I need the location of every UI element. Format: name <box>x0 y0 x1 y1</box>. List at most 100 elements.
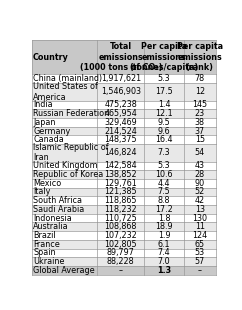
Text: 102,805: 102,805 <box>105 240 137 249</box>
Text: 43: 43 <box>195 161 205 171</box>
Text: 42: 42 <box>195 196 205 205</box>
Bar <box>32 127 216 135</box>
Text: 37: 37 <box>195 126 205 135</box>
Bar <box>32 257 216 266</box>
Text: 138,852: 138,852 <box>105 170 137 179</box>
Text: 11: 11 <box>195 222 205 231</box>
Text: 5.3: 5.3 <box>158 161 170 171</box>
Text: China (mainland): China (mainland) <box>33 74 102 83</box>
Text: 1.9: 1.9 <box>158 231 170 240</box>
Text: 7.4: 7.4 <box>158 248 170 257</box>
Text: Country: Country <box>33 52 69 61</box>
Text: 15: 15 <box>195 135 205 144</box>
Text: 78: 78 <box>195 74 205 83</box>
Bar <box>32 266 216 275</box>
Text: 118,865: 118,865 <box>105 196 137 205</box>
Text: 18.9: 18.9 <box>155 222 173 231</box>
Text: 1.3: 1.3 <box>157 266 171 275</box>
Text: Canada: Canada <box>33 135 64 144</box>
Text: India: India <box>33 100 53 109</box>
Text: 9.6: 9.6 <box>158 126 170 135</box>
Text: 7.5: 7.5 <box>158 188 170 197</box>
Text: 214,524: 214,524 <box>105 126 137 135</box>
Text: South Africa: South Africa <box>33 196 82 205</box>
Text: 52: 52 <box>195 188 205 197</box>
Bar <box>32 214 216 223</box>
Bar <box>32 223 216 231</box>
Text: Brazil: Brazil <box>33 231 56 240</box>
Text: 142,584: 142,584 <box>105 161 137 171</box>
Text: Ukraine: Ukraine <box>33 257 65 266</box>
Bar <box>32 188 216 196</box>
Bar <box>32 249 216 257</box>
Text: Spain: Spain <box>33 248 56 257</box>
Text: 5.3: 5.3 <box>158 74 170 83</box>
Text: 9.5: 9.5 <box>158 118 170 127</box>
Text: 4.4: 4.4 <box>158 179 170 188</box>
Text: 57: 57 <box>195 257 205 266</box>
Text: 53: 53 <box>195 248 205 257</box>
Text: 121,385: 121,385 <box>105 188 137 197</box>
Text: 38: 38 <box>195 118 205 127</box>
Bar <box>32 83 216 100</box>
Bar <box>32 196 216 205</box>
Text: United Kingdom: United Kingdom <box>33 161 98 171</box>
Text: 6.1: 6.1 <box>158 240 170 249</box>
Text: 17.2: 17.2 <box>155 205 173 214</box>
Text: Russian Federation: Russian Federation <box>33 109 109 118</box>
Text: Per capita
emissions
(rank): Per capita emissions (rank) <box>177 42 223 72</box>
Bar <box>32 40 216 74</box>
Text: 329,469: 329,469 <box>105 118 137 127</box>
Text: –: – <box>119 266 123 275</box>
Text: 130: 130 <box>192 214 207 223</box>
Text: 124: 124 <box>192 231 207 240</box>
Text: 1,546,903: 1,546,903 <box>101 87 141 96</box>
Bar <box>32 135 216 144</box>
Text: 1.4: 1.4 <box>158 100 170 109</box>
Bar <box>32 231 216 240</box>
Text: 23: 23 <box>195 109 205 118</box>
Text: Italy: Italy <box>33 188 51 197</box>
Bar <box>32 240 216 249</box>
Text: –: – <box>198 266 202 275</box>
Text: 7.0: 7.0 <box>158 257 170 266</box>
Text: 8.8: 8.8 <box>158 196 170 205</box>
Text: 90: 90 <box>195 179 205 188</box>
Text: 108,868: 108,868 <box>105 222 137 231</box>
Text: 10.6: 10.6 <box>155 170 173 179</box>
Text: 465,954: 465,954 <box>105 109 137 118</box>
Text: 88,228: 88,228 <box>107 257 135 266</box>
Text: United States of
America: United States of America <box>33 82 98 102</box>
Text: 12.1: 12.1 <box>155 109 173 118</box>
Text: 475,238: 475,238 <box>105 100 137 109</box>
Text: 54: 54 <box>195 148 205 157</box>
Text: France: France <box>33 240 60 249</box>
Text: Mexico: Mexico <box>33 179 61 188</box>
Text: Per capita
emissions
(tonnes/capita): Per capita emissions (tonnes/capita) <box>129 42 199 72</box>
Text: 13: 13 <box>195 205 205 214</box>
Text: 118,232: 118,232 <box>105 205 137 214</box>
Bar <box>32 205 216 214</box>
Text: Islamic Republic of
Iran: Islamic Republic of Iran <box>33 143 109 162</box>
Text: Japan: Japan <box>33 118 56 127</box>
Text: Germany: Germany <box>33 126 70 135</box>
Text: 107,232: 107,232 <box>105 231 137 240</box>
Text: 1,917,621: 1,917,621 <box>101 74 141 83</box>
Text: Saudi Arabia: Saudi Arabia <box>33 205 84 214</box>
Bar <box>32 118 216 127</box>
Text: 1.8: 1.8 <box>158 214 170 223</box>
Text: 146,824: 146,824 <box>105 148 137 157</box>
Text: 16.4: 16.4 <box>155 135 173 144</box>
Bar <box>32 162 216 170</box>
Bar <box>32 100 216 109</box>
Text: Total
emissions
(1000 tons of CO₂): Total emissions (1000 tons of CO₂) <box>80 42 162 72</box>
Text: 12: 12 <box>195 87 205 96</box>
Bar <box>32 109 216 118</box>
Text: 129,761: 129,761 <box>105 179 137 188</box>
Text: 145: 145 <box>192 100 207 109</box>
Text: 110,725: 110,725 <box>105 214 137 223</box>
Text: Global Average: Global Average <box>33 266 95 275</box>
Bar <box>32 144 216 162</box>
Text: Australia: Australia <box>33 222 69 231</box>
Text: 148,375: 148,375 <box>105 135 137 144</box>
